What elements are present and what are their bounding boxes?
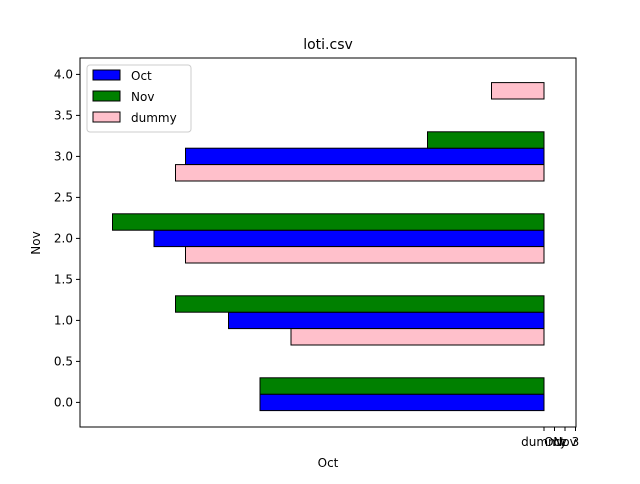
x-axis-label: Oct <box>318 456 339 470</box>
y-tick-label: 0.5 <box>54 354 73 368</box>
x-tick-label: dummy <box>521 435 567 449</box>
y-tick-label: 1.5 <box>54 272 73 286</box>
bar-dummy-4 <box>491 82 545 100</box>
legend-label-nov: Nov <box>131 90 154 104</box>
legend: Oct Nov dummy <box>86 64 192 133</box>
y-tick-label: 4.0 <box>54 67 73 81</box>
bar-nov-0 <box>259 377 545 395</box>
bar-oct-1 <box>228 311 545 330</box>
legend-label-dummy: dummy <box>131 111 177 125</box>
bar-nov-3 <box>427 131 545 149</box>
y-axis-label: Nov <box>29 231 43 254</box>
legend-label-oct: Oct <box>131 69 152 83</box>
y-tick-label: 1.0 <box>54 313 73 327</box>
legend-swatch-oct <box>92 69 121 81</box>
y-tick-label: 0.0 <box>54 395 73 409</box>
y-tick-label: 3.5 <box>54 108 73 122</box>
bar-oct-2 <box>153 229 545 248</box>
legend-swatch-dummy <box>92 111 121 123</box>
y-tick-label: 2.5 <box>54 190 73 204</box>
x-tick-label: Nov <box>553 435 576 449</box>
bar-oct-3 <box>185 147 545 166</box>
y-tick-label: 3.0 <box>54 149 73 163</box>
chart-title: loti.csv <box>303 37 353 53</box>
bar-dummy-1 <box>290 328 545 346</box>
x-tick-label: 3 <box>572 435 580 449</box>
bar-oct-0 <box>259 393 545 412</box>
plot-frame <box>79 57 577 428</box>
bar-nov-1 <box>175 295 545 313</box>
y-tick-label: 2.0 <box>54 231 73 245</box>
bar-dummy-3 <box>175 164 545 182</box>
bars-layer <box>112 82 545 412</box>
legend-swatch-nov <box>92 90 121 102</box>
bar-dummy-2 <box>185 246 545 264</box>
x-tick-label: Oct <box>544 435 565 449</box>
bar-nov-2 <box>112 213 545 231</box>
